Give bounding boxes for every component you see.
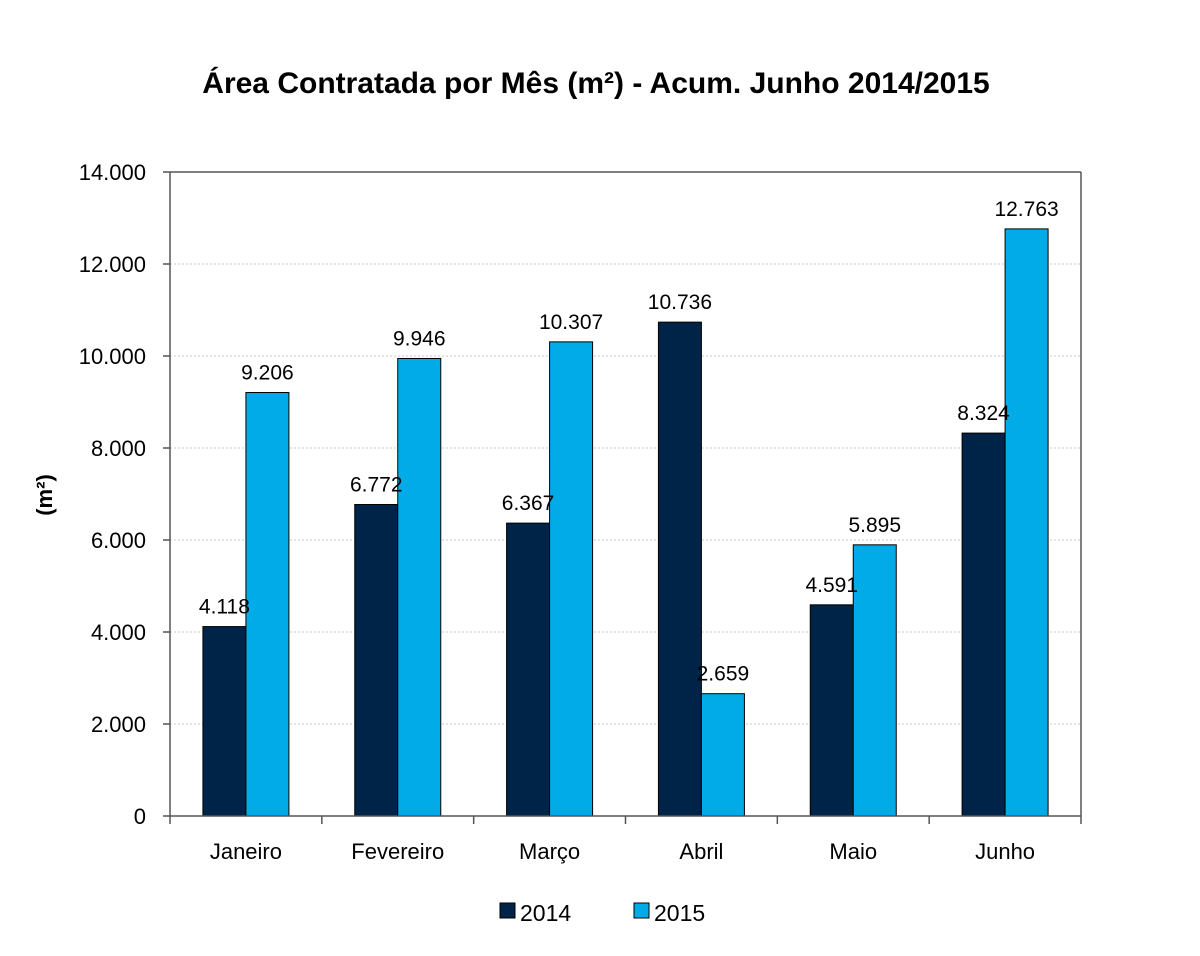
x-category-label: Maio [829, 839, 877, 864]
x-category-label: Abril [679, 839, 723, 864]
bar-2015-fevereiro [397, 357, 442, 817]
bar-2014-maio [809, 604, 854, 817]
data-label-2014-janeiro: 4.118 [199, 596, 250, 619]
axes [163, 171, 1082, 824]
y-tick-label: 12.000 [79, 252, 146, 277]
legend-swatch-2014 [499, 902, 516, 919]
legend: 2014 2015 [499, 900, 705, 926]
data-label-2014-junho: 8.324 [957, 402, 1010, 425]
data-label-2015-maio: 5.895 [848, 514, 901, 537]
data-label-2014-fevereiro: 6.772 [350, 473, 403, 496]
bar-2014-junho [961, 432, 1006, 817]
data-label-2014-abril: 10.736 [648, 291, 712, 314]
data-label-2014-maio: 4.591 [805, 574, 858, 597]
data-label-2014-março: 6.367 [502, 492, 555, 515]
x-category-label: Março [519, 839, 580, 864]
bar-2015-abril [700, 693, 745, 817]
bar-2014-janeiro [202, 626, 247, 817]
y-tick-label: 0 [134, 804, 146, 829]
y-tick-label: 6.000 [91, 528, 146, 553]
x-category-label: Janeiro [210, 839, 282, 864]
bar-2014-fevereiro [354, 503, 399, 817]
legend-label-2015: 2015 [654, 900, 705, 926]
y-tick-label: 14.000 [79, 160, 146, 185]
data-label-2015-março: 10.307 [539, 311, 603, 334]
legend-label-2014: 2014 [520, 900, 571, 926]
bars [202, 228, 1049, 817]
grid-lines [170, 171, 1081, 725]
y-tick-label: 8.000 [91, 436, 146, 461]
x-category-label: Junho [975, 839, 1035, 864]
data-label-2015-fevereiro: 9.946 [393, 327, 446, 350]
y-axis-ticks: 0 2.000 4.000 6.000 8.000 10.000 12.000 14.000 [79, 160, 146, 829]
y-tick-label: 4.000 [91, 620, 146, 645]
bar-2015-janeiro [245, 392, 290, 817]
data-label-2015-junho: 12.763 [994, 198, 1058, 221]
data-labels: 4.118 9.206 6.772 9.946 6.367 10.307 10.736 2.6… [199, 198, 1059, 686]
bar-2014-março [506, 522, 551, 817]
chart-title: Área Contratada por Mês (m²) - Acum. Jun… [202, 66, 989, 100]
bar-2014-abril [657, 321, 702, 817]
x-category-label: Fevereiro [351, 839, 444, 864]
bar-2015-junho [1004, 228, 1049, 817]
bar-2015-maio [852, 544, 897, 817]
bar-2015-março [549, 341, 594, 817]
x-axis-categories: Janeiro Fevereiro Março Abril Maio Junho [210, 839, 1035, 864]
y-axis-label: (m²) [32, 474, 57, 516]
y-tick-label: 2.000 [91, 712, 146, 737]
data-label-2015-abril: 2.659 [697, 663, 750, 686]
y-tick-label: 10.000 [79, 344, 146, 369]
legend-swatch-2015 [633, 902, 650, 919]
data-label-2015-janeiro: 9.206 [241, 362, 294, 385]
